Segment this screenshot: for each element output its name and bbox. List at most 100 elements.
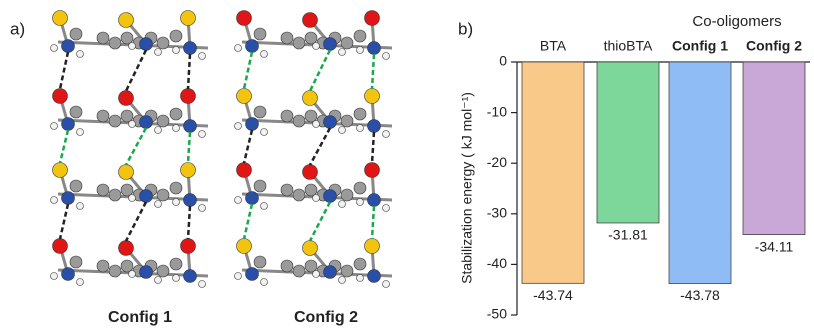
atom [383,53,390,60]
h-bond [60,130,68,163]
figure: a) Config 1 Config 2 b) Co-oligomers Sta… [0,0,814,329]
y-axis-title: Stabilization energy ( kJ mol⁻¹) [459,92,475,284]
atom [305,260,317,272]
molecule-illustrations [51,11,393,288]
atom [199,281,206,288]
atom [303,13,318,28]
atom [368,42,381,55]
atom [246,192,259,205]
atom [357,199,364,206]
atom [235,273,242,280]
atom [155,127,162,134]
atom [357,47,364,54]
y-tick-label: -20 [487,154,507,170]
atom [140,38,153,51]
atom [109,37,121,49]
category-label: Config 1 [672,38,728,54]
atom [77,279,84,286]
h-bond [126,50,146,91]
y-tick-label: -30 [487,205,507,221]
atom [129,43,136,50]
atom [184,42,197,55]
h-bond [244,52,252,89]
atom [53,163,68,178]
bar [743,62,805,235]
atom [235,123,242,130]
atom [129,121,136,128]
atom [70,106,82,118]
atom [293,37,305,49]
bar [522,62,584,283]
atom [97,184,109,196]
atom [97,110,109,122]
atom [339,127,346,134]
h-bond [244,130,252,163]
atom [281,32,293,44]
atom [324,266,337,279]
atom [341,115,353,127]
atom [365,163,380,178]
atom [109,115,121,127]
atom [121,110,133,122]
atom [119,13,134,28]
atom [354,30,366,42]
atom [365,239,380,254]
atom [62,192,75,205]
atom [281,110,293,122]
atom [51,45,58,52]
atom [365,89,380,104]
atom [313,195,320,202]
atom [305,184,317,196]
atom [119,165,134,180]
atom [281,260,293,272]
atom [261,279,268,286]
h-bond [126,202,146,241]
atom [181,163,196,178]
atom [97,260,109,272]
h-bond [188,54,190,89]
atom [293,189,305,201]
atom [51,273,58,280]
bar [597,62,659,223]
atom [324,38,337,51]
atom [173,47,180,54]
atom [261,51,268,58]
atom [199,131,206,138]
atom [383,131,390,138]
atom [235,197,242,204]
atom [354,108,366,120]
atom [155,277,162,284]
atom [157,189,169,201]
atom [170,182,182,194]
atom [170,108,182,120]
atom [303,91,318,106]
atom [157,265,169,277]
atom [237,11,252,26]
h-bond [188,132,190,163]
atom [121,32,133,44]
atom [383,281,390,288]
atom [77,203,84,210]
h-bond [126,128,146,165]
atom [237,239,252,254]
atom [254,256,266,268]
h-bond [60,52,68,89]
atom [155,201,162,208]
atom [170,30,182,42]
atom [313,43,320,50]
atom [261,203,268,210]
atom [51,197,58,204]
atom [305,110,317,122]
atom [293,115,305,127]
atom [383,205,390,212]
atom [339,201,346,208]
atom [184,270,197,283]
config-label: Config 1 [108,309,172,326]
value-label: -31.81 [608,227,648,243]
atom [199,53,206,60]
atom [199,205,206,212]
atom [173,275,180,282]
category-label: Config 2 [746,38,802,54]
category-label: thioBTA [604,38,653,54]
config-label: Config 2 [294,309,358,326]
